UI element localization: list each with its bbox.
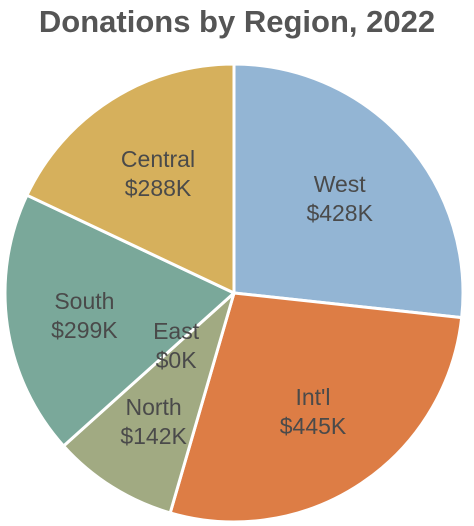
pie-slice-south [3, 193, 236, 448]
pie-slice-intl [168, 291, 464, 524]
slice-value-intl: $445K [280, 413, 347, 439]
slice-label-north: North $142K [120, 394, 187, 449]
slice-value-east: $0K [156, 347, 198, 373]
pie-slices [3, 62, 465, 524]
slice-name-east: East [153, 318, 200, 344]
pie-slice-north [62, 291, 236, 515]
pie-slice-west [232, 62, 465, 320]
slice-label-central: Central $288K [121, 146, 195, 201]
slice-value-south: $299K [51, 317, 118, 343]
slice-name-west: West [314, 171, 367, 197]
pie-labels: West $428K Int'l $445K North $142K East $0K Sout… [51, 146, 373, 449]
chart-title: Donations by Region, 2022 [38, 4, 436, 39]
slice-label-intl: Int'l $445K [280, 384, 347, 439]
slice-label-east: East $0K [153, 318, 200, 373]
slice-name-intl: Int'l [295, 384, 330, 410]
slice-name-north: North [125, 394, 181, 420]
slice-label-west: West $428K [306, 171, 373, 226]
slice-value-north: $142K [120, 423, 187, 449]
slice-value-central: $288K [125, 175, 192, 201]
slice-label-south: South $299K [51, 288, 118, 343]
pie-slice-central [25, 62, 236, 295]
slice-name-central: Central [121, 146, 195, 172]
slice-value-west: $428K [306, 200, 373, 226]
slice-name-south: South [54, 288, 114, 314]
